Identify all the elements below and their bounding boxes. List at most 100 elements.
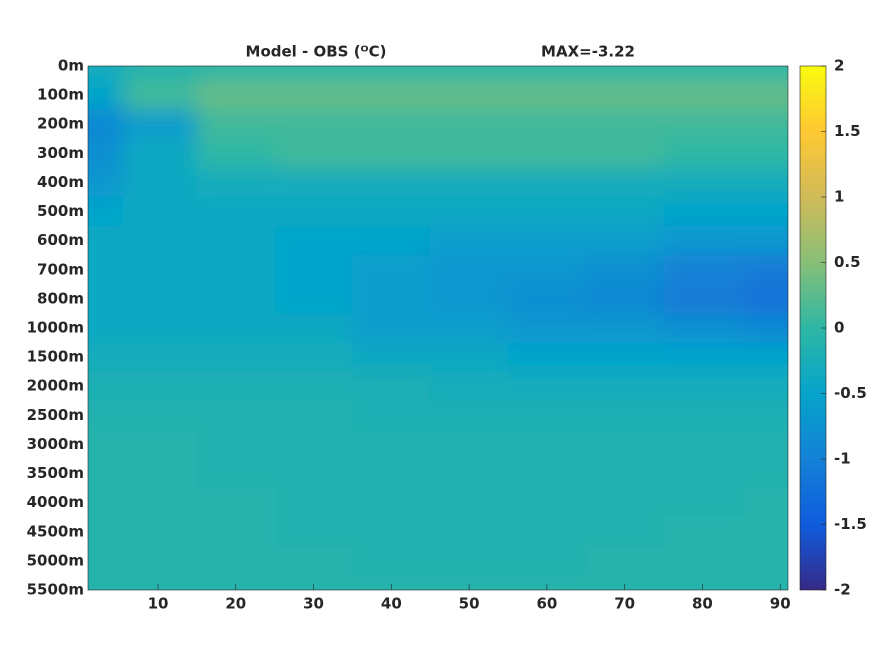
heat-cell (508, 459, 587, 489)
heat-cell (585, 255, 665, 285)
heat-cell (585, 517, 665, 547)
heat-cell (274, 80, 353, 111)
heat-cell (123, 109, 198, 140)
colorbar-tick-label: -1.5 (834, 515, 867, 533)
colorbar-tick-label: 1.5 (834, 122, 861, 140)
heat-cell (196, 109, 276, 140)
heat-cell (745, 255, 788, 285)
heat-cell (352, 459, 431, 489)
heat-cell (585, 109, 665, 140)
heat-cell (430, 546, 509, 576)
heat-cell (352, 167, 431, 198)
heat-cell (88, 167, 124, 198)
heat-cell (352, 517, 431, 547)
heat-cell (123, 371, 198, 402)
heat-cell (196, 167, 276, 198)
heat-cell (585, 546, 665, 576)
heat-cell (88, 400, 124, 431)
heat-cell (123, 400, 198, 431)
heat-cell (663, 109, 746, 140)
heat-cell (430, 371, 509, 402)
heat-cell (352, 342, 431, 373)
heat-cell (745, 197, 788, 227)
heat-cell (663, 517, 746, 547)
heat-cell (508, 488, 587, 518)
heat-cell (88, 284, 124, 314)
heat-cell (196, 575, 276, 590)
heat-cell (745, 342, 788, 373)
heat-cell (352, 226, 431, 256)
y-tick-label: 2000m (27, 377, 84, 395)
y-tick-label: 5000m (27, 551, 84, 569)
heat-cell (88, 488, 124, 518)
heat-cell (663, 342, 746, 373)
heat-cell (88, 109, 124, 140)
heat-cell (196, 138, 276, 169)
heat-cell (508, 197, 587, 227)
heat-cell (508, 400, 587, 431)
y-tick-label: 1500m (27, 348, 84, 366)
heat-cell (430, 400, 509, 431)
heat-cell (352, 429, 431, 460)
heat-cell (274, 284, 353, 314)
heat-cell (123, 575, 198, 590)
heat-cell (123, 517, 198, 547)
plot-frame (87, 65, 789, 591)
x-tick-label: 30 (303, 595, 324, 613)
heat-cell (663, 429, 746, 460)
heat-cell (508, 138, 587, 169)
heat-cell (352, 80, 431, 111)
heat-cell (123, 80, 198, 111)
colorbar-tick-label: 0.5 (834, 253, 861, 271)
heat-cell (123, 226, 198, 256)
heat-cell (88, 138, 124, 169)
heat-cell (88, 342, 124, 373)
heat-cell (663, 371, 746, 402)
heat-cell (352, 488, 431, 518)
heat-cell (88, 226, 124, 256)
colorbar-tick-label: 2 (834, 57, 844, 75)
y-tick-label: 3500m (27, 464, 84, 482)
colorbar-tick-label: -0.5 (834, 384, 867, 402)
x-tick-label: 70 (614, 595, 635, 613)
heat-cell (88, 66, 124, 82)
x-tick-label: 50 (459, 595, 480, 613)
heat-cell (430, 342, 509, 373)
heat-cell (745, 109, 788, 140)
heat-cell (352, 197, 431, 227)
heat-cell (352, 400, 431, 431)
heat-cell (274, 197, 353, 227)
heat-cell (585, 226, 665, 256)
x-tick-label: 90 (770, 595, 791, 613)
heat-cell (585, 313, 665, 344)
heat-cell (196, 517, 276, 547)
heat-cell (745, 575, 788, 590)
heat-cell (430, 66, 509, 82)
heat-cell (745, 429, 788, 460)
heat-cell (352, 284, 431, 314)
heat-cell (745, 284, 788, 314)
y-tick-label: 400m (37, 173, 84, 191)
y-tick-label: 1000m (27, 319, 84, 337)
y-tick-label: 600m (37, 231, 84, 249)
colorbar-tick-label: -1 (834, 450, 851, 468)
heat-cell (196, 400, 276, 431)
heat-cell (663, 400, 746, 431)
heat-cell (663, 66, 746, 82)
heat-cell (663, 546, 746, 576)
x-tick-label: 80 (692, 595, 713, 613)
heat-cell (585, 429, 665, 460)
y-tick-label: 4500m (27, 522, 84, 540)
heat-cell (585, 80, 665, 111)
heat-cell (585, 575, 665, 590)
heat-cell (196, 429, 276, 460)
heat-cell (585, 488, 665, 518)
colorbar-tick-label: 0 (834, 319, 844, 337)
heat-cell (274, 255, 353, 285)
heat-cell (430, 138, 509, 169)
heat-cell (430, 109, 509, 140)
heat-cell (508, 226, 587, 256)
heat-cell (274, 66, 353, 82)
heat-cell (123, 197, 198, 227)
